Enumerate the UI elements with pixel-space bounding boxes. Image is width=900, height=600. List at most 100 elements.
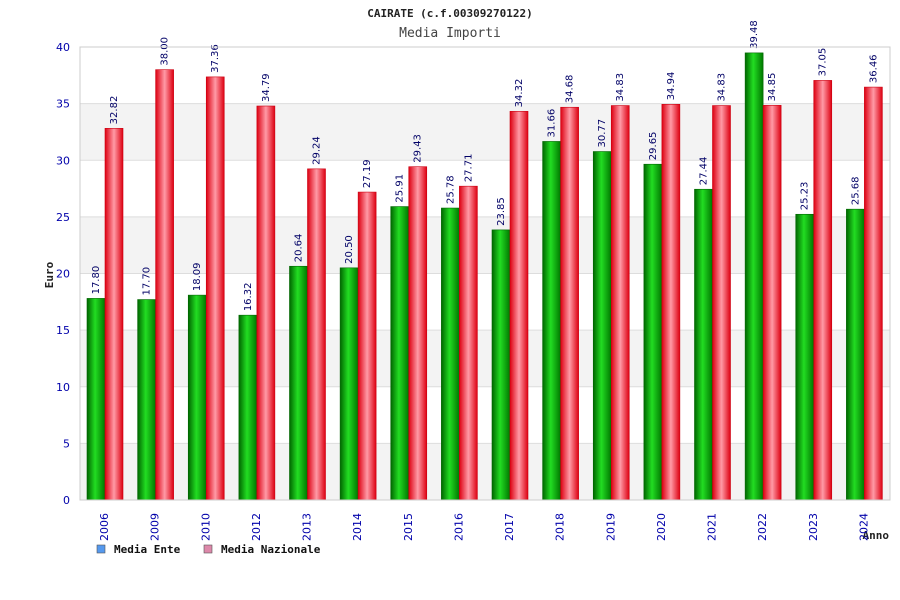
data-label: 29.43 — [413, 134, 424, 163]
bar-media-nazionale — [155, 69, 174, 501]
y-tick-label: 0 — [63, 494, 70, 507]
bar-media-ente — [744, 52, 764, 501]
bar-media-nazionale — [712, 105, 731, 501]
data-label: 34.68 — [565, 75, 576, 104]
x-tick-label: 2014 — [351, 513, 364, 541]
x-tick-label: 2020 — [655, 513, 668, 541]
y-tick-label: 30 — [56, 154, 70, 167]
data-label: 27.71 — [463, 154, 474, 183]
bar-media-ente — [643, 163, 663, 501]
data-label: 36.46 — [868, 54, 879, 83]
x-tick-label: 2019 — [604, 513, 617, 541]
y-tick-label: 15 — [56, 324, 70, 337]
bar-media-ente — [441, 207, 460, 501]
data-label: 25.68 — [850, 177, 861, 206]
data-label: 37.05 — [818, 48, 829, 77]
data-label: 17.70 — [142, 267, 153, 296]
data-label: 37.36 — [210, 44, 221, 73]
bar-media-nazionale — [813, 80, 833, 501]
data-label: 34.94 — [666, 72, 677, 101]
data-label: 18.09 — [192, 262, 203, 291]
bar-media-ente — [187, 294, 207, 501]
data-label: 34.79 — [261, 73, 272, 102]
x-tick-label: 2006 — [98, 513, 111, 541]
x-tick-label: 2018 — [554, 513, 567, 541]
chart-subtitle: Media Importi — [399, 26, 501, 41]
x-tick-label: 2023 — [807, 513, 820, 541]
data-label: 38.00 — [160, 37, 171, 66]
x-tick-label: 2016 — [452, 513, 465, 541]
data-label: 32.82 — [109, 96, 120, 125]
bar-media-nazionale — [610, 105, 630, 501]
data-label: 16.32 — [243, 283, 254, 312]
bar-media-ente — [137, 299, 156, 501]
bar-media-ente — [289, 265, 308, 501]
bar-media-nazionale — [307, 168, 326, 501]
y-axis-label: Euro — [43, 261, 56, 288]
x-tick-label: 2015 — [402, 513, 415, 541]
bar-media-nazionale — [864, 86, 883, 501]
data-label: 34.83 — [615, 73, 626, 102]
legend: Media Ente Media Nazionale — [96, 543, 321, 556]
plot-border — [79, 46, 891, 501]
x-tick-label: 2012 — [250, 513, 263, 541]
y-tick-label: 20 — [56, 268, 70, 281]
axes: 0 5 10 15 20 25 30 35 40 2006 2009 2010 2012 2013 2014… — [56, 41, 891, 541]
data-label: 39.48 — [749, 20, 760, 49]
data-label: 20.64 — [294, 234, 305, 263]
data-label: 20.50 — [344, 235, 355, 264]
x-tick-label: 2017 — [503, 513, 516, 541]
bar-media-nazionale — [357, 191, 377, 501]
data-label: 29.24 — [312, 136, 323, 165]
bar-media-ente — [390, 206, 410, 501]
bar-media-nazionale — [408, 166, 428, 501]
data-label: 30.77 — [597, 119, 608, 148]
legend-swatch — [96, 544, 106, 554]
y-tick-label: 35 — [56, 98, 70, 111]
bar-media-nazionale — [459, 185, 478, 501]
bar-media-ente — [238, 314, 258, 501]
data-label: 34.85 — [767, 73, 778, 102]
data-label: 25.78 — [445, 175, 456, 204]
data-label: 27.44 — [699, 157, 710, 186]
data-label: 29.65 — [648, 132, 659, 161]
data-label: 34.83 — [717, 73, 728, 102]
bar-media-nazionale — [205, 76, 225, 501]
data-label: 31.66 — [547, 109, 558, 138]
x-tick-label: 2022 — [756, 513, 769, 541]
bar-media-ente — [846, 208, 865, 501]
legend-label: Media Ente — [114, 543, 181, 556]
bar-media-nazionale — [762, 105, 782, 501]
chart-title: CAIRATE (c.f.00309270122) — [367, 7, 533, 20]
data-label: 17.80 — [91, 266, 102, 295]
x-tick-label: 2010 — [199, 513, 212, 541]
bar-media-nazionale — [256, 105, 276, 501]
y-tick-label: 5 — [63, 437, 70, 450]
bar-media-ente — [86, 298, 106, 501]
x-tick-label: 2024 — [857, 513, 870, 541]
bars: 17.80 32.82 17.70 38.00 18.09 37.36 16.32 34.79… — [86, 20, 883, 501]
bar-media-nazionale — [509, 111, 529, 501]
x-axis-label: Anno — [863, 529, 890, 542]
bar-media-ente — [542, 141, 561, 501]
bar-media-ente — [694, 188, 713, 501]
legend-label: Media Nazionale — [221, 543, 321, 556]
data-label: 23.85 — [496, 197, 507, 226]
y-tick-label: 25 — [56, 211, 70, 224]
data-label: 25.91 — [395, 174, 406, 203]
y-tick-label: 10 — [56, 381, 70, 394]
data-label: 34.32 — [514, 79, 525, 108]
data-label: 25.23 — [800, 182, 811, 211]
bar-media-nazionale — [104, 128, 124, 501]
bar-media-ente — [592, 151, 612, 501]
bar-media-nazionale — [560, 106, 579, 501]
y-tick-label: 40 — [56, 41, 70, 54]
x-tick-label: 2013 — [301, 513, 314, 541]
bar-media-ente — [491, 229, 511, 501]
x-tick-label: 2021 — [706, 513, 719, 541]
bar-media-ente — [795, 213, 815, 501]
x-tick-label: 2009 — [149, 513, 162, 541]
data-label: 27.19 — [362, 159, 373, 188]
bar-media-nazionale — [661, 104, 681, 501]
